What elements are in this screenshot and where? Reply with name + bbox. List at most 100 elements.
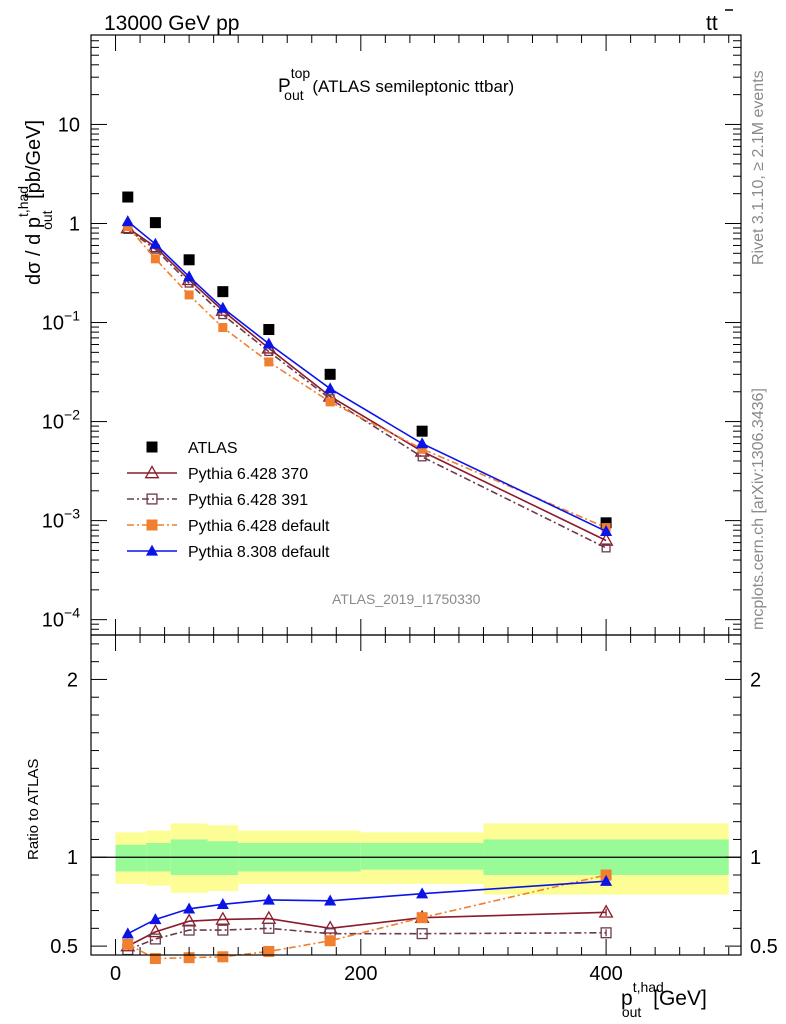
ratio-y-tick-label-right: 1 [750, 847, 761, 869]
y-tick-label-base: 10 [42, 313, 64, 335]
main-series-line-4 [127, 220, 607, 533]
ratio-y-tick-label-right: 0.5 [750, 936, 778, 958]
legend-marker [146, 441, 158, 453]
main-point-3 [150, 254, 160, 264]
legend-marker [144, 465, 160, 479]
main-point-3 [325, 397, 335, 407]
main-point-4 [416, 437, 429, 449]
ratio-point-2 [149, 953, 161, 965]
ratio-point-2 [217, 951, 229, 963]
ratio-point-3 [600, 874, 613, 886]
x-tick-label: 400 [589, 963, 622, 985]
ratio-point-1 [183, 924, 195, 936]
main-point-0 [183, 254, 195, 266]
ratio-point-2 [183, 952, 195, 964]
main-point-4 [216, 301, 229, 313]
y-tick-label: 10−2 [42, 407, 80, 434]
main-point-0 [122, 191, 134, 203]
main-point-3 [417, 444, 427, 454]
ratio-point-0 [181, 913, 197, 927]
main-point-4 [262, 337, 275, 349]
ratio-point-3 [183, 902, 196, 914]
y-tick-label-base: 10 [42, 412, 64, 434]
ratio-point-1 [600, 927, 612, 939]
main-point-3 [123, 222, 133, 232]
ratio-frame [90, 634, 742, 956]
main-point-0 [263, 324, 275, 336]
main-point-4 [324, 382, 337, 394]
ratio-point-1 [263, 922, 275, 934]
y-tick-label: 10 [58, 114, 80, 136]
uncertainty-band-inner [207, 841, 239, 875]
rivet-label: Rivet 3.1.10, ≥ 2.1M events [750, 70, 767, 265]
ratio-point-2 [122, 938, 134, 950]
ratio-y-axis-label: Ratio to ATLAS [25, 759, 42, 860]
ratio-series-line-1 [127, 927, 607, 951]
main-point-3 [184, 290, 194, 300]
ratio-series-line-3 [127, 880, 607, 935]
main-point-0 [217, 286, 229, 298]
y-tick-label: 10−3 [42, 506, 80, 533]
main-point-2 [601, 543, 611, 553]
legend-marker [146, 519, 158, 531]
ratio-point-1 [149, 933, 161, 945]
y-tick-label: 10−4 [42, 605, 80, 632]
ratio-y-tick-label: 1 [67, 847, 78, 869]
x-axis-label: pt,had out [GeV] [621, 979, 707, 1020]
legend-label: Pythia 6.428 370 [188, 466, 308, 483]
ratio-series-line-2 [127, 874, 607, 960]
y-tick-label: 1 [69, 213, 80, 235]
legend-label: Pythia 8.308 default [188, 544, 330, 561]
ratio-point-0 [147, 923, 163, 938]
uncertainty-band-inner [115, 844, 147, 872]
x-tick-label: 200 [344, 963, 377, 985]
main-point-3 [264, 357, 274, 367]
mcplots-label: mcplots.cern.ch [arXiv:1306.3436] [750, 388, 767, 630]
main-point-1 [598, 532, 614, 546]
main-series-line-2 [127, 228, 607, 549]
ratio-point-3 [262, 893, 275, 905]
main-point-0 [416, 425, 428, 437]
uncertainty-band-inner [360, 843, 484, 870]
main-point-4 [149, 237, 162, 249]
ratio-panel: 0.5 0.5 1 1 2 2 0 200 400 Ratio to ATLAS pt,had o… [25, 634, 778, 1020]
main-series-line-1 [127, 227, 607, 542]
main-point-4 [183, 270, 196, 282]
legend-marker [146, 493, 158, 505]
y-tick-label-exp: −2 [64, 407, 80, 423]
ratio-point-3 [324, 894, 337, 906]
main-y-axis-label: dσ / d pt,hadout [pb/GeV] [15, 120, 55, 285]
ratio-point-2 [263, 945, 275, 957]
main-point-0 [324, 368, 336, 380]
y-tick-label-exp: −4 [64, 605, 80, 621]
analysis-watermark: ATLAS_2019_I1750330 [332, 591, 481, 607]
ratio-point-3 [149, 913, 162, 925]
main-point-4 [121, 215, 134, 227]
ratio-point-3 [121, 927, 134, 939]
y-tick-label: 10−1 [42, 308, 80, 335]
y-tick-label-exp: −1 [64, 308, 80, 324]
legend: ATLAS Pythia 6.428 370 Pythia 6.428 391 Pyt… [127, 440, 330, 561]
main-title: Ptop out (ATLAS semileptonic ttbar) [278, 65, 514, 103]
ratio-y-tick-label: 2 [67, 669, 78, 691]
legend-label: ATLAS [188, 440, 238, 457]
legend-marker [145, 544, 159, 556]
main-point-0 [149, 217, 161, 229]
ratio-y-tick-label-right: 2 [750, 669, 761, 691]
ratio-y-tick-label: 0.5 [50, 936, 78, 958]
energy-label: 13000 GeV pp [104, 12, 239, 35]
ratio-point-1 [217, 924, 229, 936]
ratio-point-0 [598, 904, 614, 918]
ratio-point-3 [416, 887, 429, 899]
ratio-point-0 [215, 911, 231, 925]
ratio-series-line-0 [127, 911, 607, 947]
legend-label: Pythia 6.428 391 [188, 492, 308, 509]
ratio-point-2 [324, 935, 336, 947]
main-point-4 [600, 524, 613, 536]
main-point-0 [600, 517, 612, 529]
main-series-line-3 [127, 226, 607, 529]
ratio-point-3 [216, 898, 229, 910]
ratio-point-1 [416, 928, 428, 940]
